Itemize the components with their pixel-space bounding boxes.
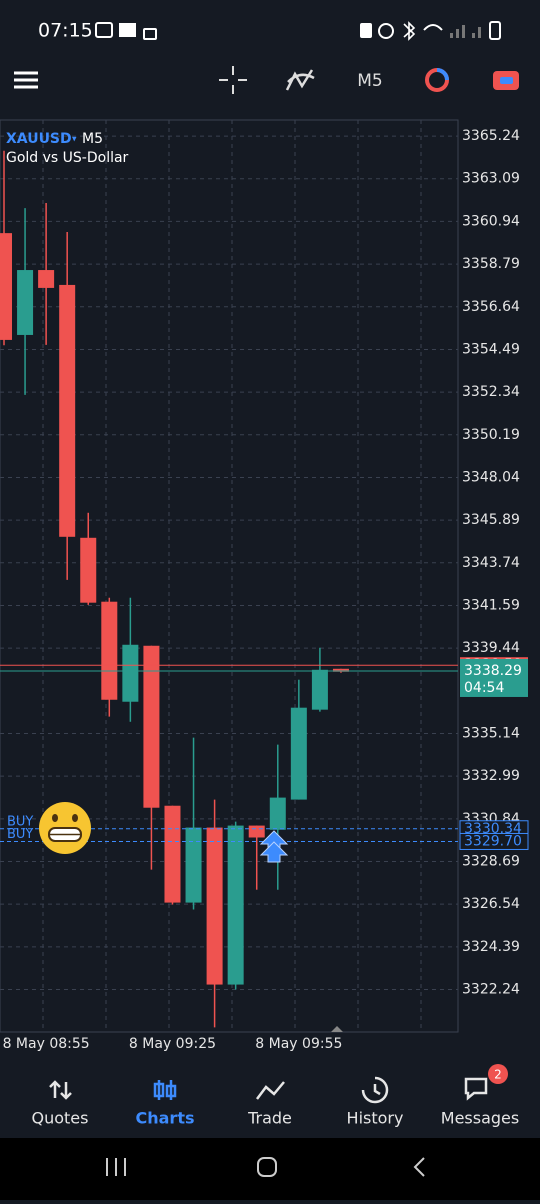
status-icon: [143, 28, 157, 40]
nav-icon[interactable]: [49, 1080, 72, 1100]
x-tick-label: 8 May 09:55: [255, 1036, 342, 1052]
crosshair-button[interactable]: [219, 66, 247, 94]
candle-body: [185, 827, 202, 903]
symbol-dropdown[interactable]: ▾: [72, 135, 77, 145]
y-tick-label: 3322.24: [462, 982, 520, 998]
y-tick-label: 3358.79: [462, 256, 520, 272]
chart-symbol: XAUUSD: [6, 131, 72, 147]
y-tick-label: 3324.39: [462, 939, 520, 955]
candle-body: [0, 233, 12, 340]
status-icon: [95, 22, 113, 38]
candle-body: [332, 668, 349, 672]
countdown-label: 04:54: [464, 680, 504, 696]
nav-icon[interactable]: [361, 1076, 389, 1104]
order-button-inner: [500, 77, 513, 84]
candle-body: [101, 601, 118, 700]
y-tick-label: 3335.14: [462, 725, 520, 741]
chart: 3365.24 3363.09 3360.94 3358.79 3356.64 3354.…: [0, 119, 529, 1052]
candle-body: [17, 270, 34, 335]
candle-body: [227, 825, 244, 985]
candle-body: [59, 284, 76, 537]
nav-icon[interactable]: [153, 1080, 177, 1100]
y-tick-label: 3332.99: [462, 768, 520, 784]
candle-body: [290, 707, 307, 800]
y-tick-label: 3341.59: [462, 597, 520, 613]
x-tick-label: 8 May 09:25: [129, 1036, 216, 1052]
y-tick-label: 3343.74: [462, 555, 520, 571]
price-label: 3338.29: [464, 663, 522, 679]
y-tick-label: 3339.44: [462, 640, 520, 656]
bottom-nav: [0, 1058, 540, 1138]
y-tick-label: 3348.04: [462, 469, 520, 485]
y-tick-label: 3360.94: [462, 213, 520, 229]
candle-body: [164, 805, 181, 903]
nav-label[interactable]: Charts: [136, 1109, 195, 1128]
y-tick-label: 3352.34: [462, 384, 520, 400]
nav-label[interactable]: Messages: [441, 1109, 519, 1128]
y-tick-label: 3354.49: [462, 341, 520, 357]
candle-body: [311, 669, 328, 710]
badge-count: 2: [494, 1068, 502, 1082]
chart-description: Gold vs US-Dollar: [6, 150, 129, 166]
nav-icon[interactable]: [464, 1077, 488, 1101]
candle-body: [80, 537, 97, 603]
status-icon: [119, 23, 136, 37]
badge: [488, 1064, 508, 1084]
y-tick-label: 3326.54: [462, 896, 520, 912]
status-icons-right: [360, 21, 501, 41]
status-time: 07:15: [38, 20, 93, 42]
candle-body: [269, 797, 286, 830]
nav-icon[interactable]: [256, 1081, 285, 1100]
candle-body: [206, 827, 223, 985]
candle-body: [248, 825, 265, 838]
nav-label[interactable]: History: [347, 1109, 404, 1128]
order-label[interactable]: BUY: [7, 814, 33, 829]
y-tick-label: 3356.64: [462, 299, 520, 315]
y-tick-label: 3345.89: [462, 512, 520, 528]
trade-button-arc: [436, 68, 449, 81]
price-label-box: [460, 658, 528, 697]
system-nav: [0, 1138, 540, 1200]
emoji: [39, 802, 91, 854]
order-price: 3330.34: [464, 821, 522, 837]
y-tick-label: 3350.19: [462, 427, 520, 443]
plot-border: [0, 119, 459, 1033]
y-tick-label: 3365.24: [462, 128, 520, 144]
nav-label[interactable]: Quotes: [32, 1109, 89, 1128]
buy-arrow: [259, 830, 289, 863]
candle-body: [143, 645, 160, 808]
order-label[interactable]: BUY: [7, 827, 33, 842]
scroll-marker: [331, 1026, 343, 1032]
timeframe-button[interactable]: M5: [357, 71, 382, 91]
candle-body: [38, 270, 55, 288]
nav-label[interactable]: Trade: [247, 1109, 292, 1128]
order-price-box: [459, 832, 529, 850]
y-tick-label: 3363.09: [462, 171, 520, 187]
candle-body: [122, 644, 139, 702]
nav-items: Quotes Charts Trade History Messages 2: [32, 1064, 519, 1128]
menu-button[interactable]: [14, 71, 38, 89]
order-price: 3329.70: [464, 833, 522, 849]
x-tick-label: 8 May 08:55: [3, 1036, 90, 1052]
chart-timeframe: M5: [82, 131, 103, 147]
indicators-button[interactable]: [285, 69, 315, 91]
system-nav-buttons[interactable]: [106, 1157, 425, 1177]
y-tick-label: 3328.69: [462, 854, 520, 870]
